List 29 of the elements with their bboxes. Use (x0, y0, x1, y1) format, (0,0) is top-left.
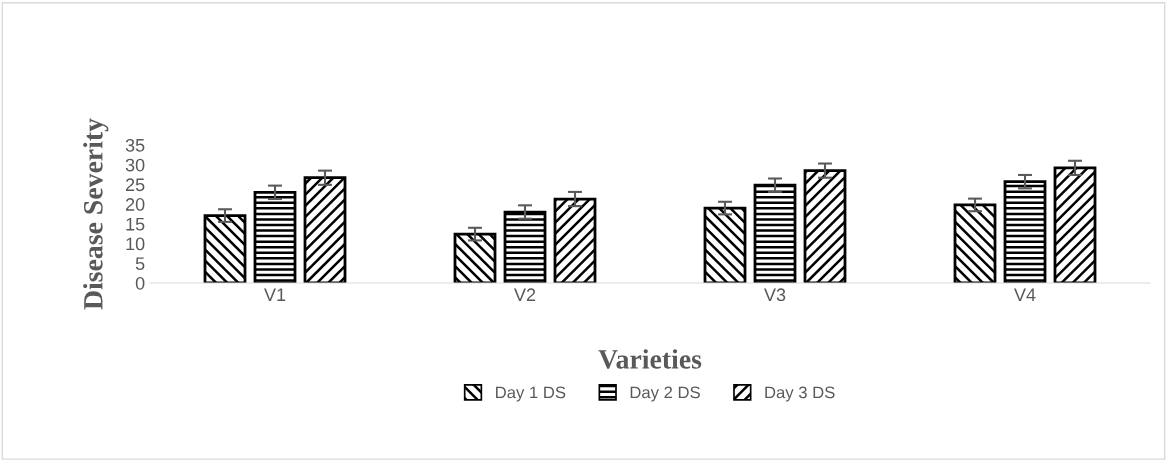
bar (553, 197, 597, 283)
bar (803, 169, 847, 283)
x-tick-label: V2 (514, 288, 536, 301)
y-tick-label: 0 (135, 276, 145, 290)
bar (703, 206, 747, 283)
legend-label: Day 2 DS (630, 386, 700, 402)
y-tick-label: 30 (125, 158, 145, 172)
x-tick-label: V1 (264, 288, 286, 301)
y-tick-label: 10 (126, 237, 145, 251)
y-tick-label: 20 (125, 198, 145, 211)
bar (503, 210, 547, 283)
bar (253, 190, 297, 283)
y-tick-label: 35 (125, 138, 145, 152)
y-tick-label: 15 (126, 217, 145, 231)
bar (1053, 166, 1097, 283)
legend-label: Day 1 DS (496, 386, 566, 402)
x-tick-label: V4 (1014, 288, 1036, 301)
bar (303, 176, 347, 283)
bar (203, 214, 247, 283)
bar (1003, 180, 1047, 283)
x-axis-title: Varieties (598, 349, 702, 369)
y-tick-label: 25 (125, 178, 145, 192)
bar (453, 232, 497, 283)
legend-label: Day 3 DS (765, 386, 835, 402)
y-tick-label: 5 (135, 257, 145, 271)
y-axis-title: Disease Severity (83, 118, 109, 310)
bar (753, 183, 797, 283)
bar (953, 203, 997, 283)
x-tick-label: V3 (764, 288, 786, 302)
